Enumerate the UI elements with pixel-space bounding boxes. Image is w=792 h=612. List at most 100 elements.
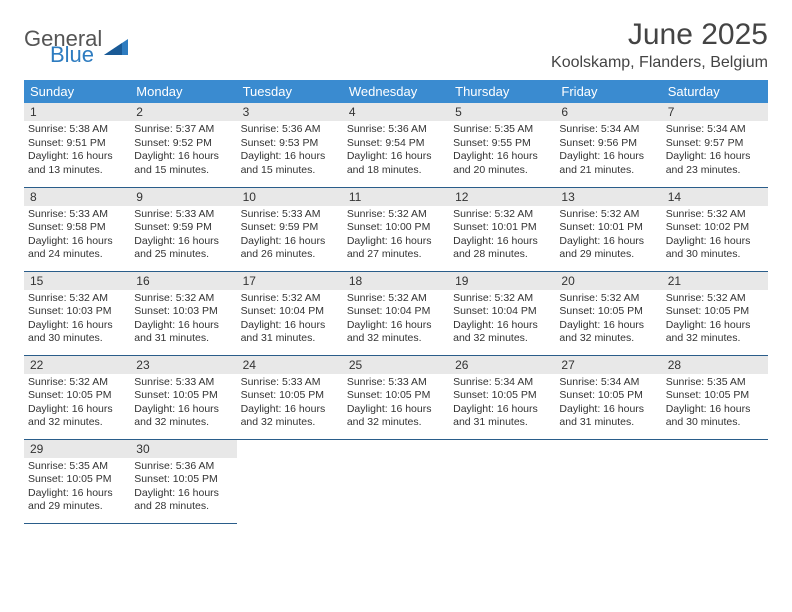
daylight-line: Daylight: 16 hours and 31 minutes. [134,319,232,346]
calendar-cell [555,439,661,523]
sunrise-line: Sunrise: 5:32 AM [347,208,445,222]
sunset-line: Sunset: 10:05 PM [134,473,232,487]
calendar-cell: 7Sunrise: 5:34 AMSunset: 9:57 PMDaylight… [662,103,768,187]
day-number: 30 [130,440,236,458]
day-number: 28 [662,356,768,374]
location: Koolskamp, Flanders, Belgium [551,54,768,72]
day-details: Sunrise: 5:33 AMSunset: 10:05 PMDaylight… [130,374,236,433]
calendar-cell: 26Sunrise: 5:34 AMSunset: 10:05 PMDaylig… [449,355,555,439]
sunset-line: Sunset: 9:56 PM [559,137,657,151]
day-details: Sunrise: 5:33 AMSunset: 9:59 PMDaylight:… [237,206,343,265]
sunrise-line: Sunrise: 5:33 AM [347,376,445,390]
sunrise-line: Sunrise: 5:33 AM [134,208,232,222]
sunrise-line: Sunrise: 5:32 AM [28,376,126,390]
calendar-cell: 23Sunrise: 5:33 AMSunset: 10:05 PMDaylig… [130,355,236,439]
calendar-cell: 6Sunrise: 5:34 AMSunset: 9:56 PMDaylight… [555,103,661,187]
daylight-line: Daylight: 16 hours and 23 minutes. [666,150,764,177]
day-details: Sunrise: 5:37 AMSunset: 9:52 PMDaylight:… [130,121,236,180]
calendar-row: 1Sunrise: 5:38 AMSunset: 9:51 PMDaylight… [24,103,768,187]
day-details: Sunrise: 5:32 AMSunset: 10:02 PMDaylight… [662,206,768,265]
sunset-line: Sunset: 9:57 PM [666,137,764,151]
day-details: Sunrise: 5:36 AMSunset: 9:53 PMDaylight:… [237,121,343,180]
day-number: 6 [555,103,661,121]
day-details: Sunrise: 5:34 AMSunset: 10:05 PMDaylight… [555,374,661,433]
daylight-line: Daylight: 16 hours and 30 minutes. [28,319,126,346]
sunset-line: Sunset: 9:58 PM [28,221,126,235]
sunset-line: Sunset: 9:59 PM [134,221,232,235]
calendar-cell: 11Sunrise: 5:32 AMSunset: 10:00 PMDaylig… [343,187,449,271]
sunset-line: Sunset: 10:05 PM [666,305,764,319]
calendar-cell: 14Sunrise: 5:32 AMSunset: 10:02 PMDaylig… [662,187,768,271]
day-details: Sunrise: 5:35 AMSunset: 10:05 PMDaylight… [24,458,130,517]
day-details: Sunrise: 5:38 AMSunset: 9:51 PMDaylight:… [24,121,130,180]
calendar-row: 22Sunrise: 5:32 AMSunset: 10:05 PMDaylig… [24,355,768,439]
sunrise-line: Sunrise: 5:36 AM [134,460,232,474]
sunset-line: Sunset: 10:04 PM [241,305,339,319]
day-details: Sunrise: 5:32 AMSunset: 10:05 PMDaylight… [24,374,130,433]
daylight-line: Daylight: 16 hours and 30 minutes. [666,235,764,262]
sunrise-line: Sunrise: 5:32 AM [666,208,764,222]
day-details: Sunrise: 5:32 AMSunset: 10:01 PMDaylight… [555,206,661,265]
daylight-line: Daylight: 16 hours and 28 minutes. [134,487,232,514]
day-number: 27 [555,356,661,374]
header: General Blue June 2025 Koolskamp, Flande… [24,18,768,72]
sunset-line: Sunset: 10:05 PM [134,389,232,403]
sunset-line: Sunset: 10:05 PM [28,473,126,487]
day-details: Sunrise: 5:33 AMSunset: 10:05 PMDaylight… [343,374,449,433]
day-details: Sunrise: 5:36 AMSunset: 9:54 PMDaylight:… [343,121,449,180]
day-number: 20 [555,272,661,290]
day-details: Sunrise: 5:33 AMSunset: 9:58 PMDaylight:… [24,206,130,265]
sunrise-line: Sunrise: 5:35 AM [453,123,551,137]
daylight-line: Daylight: 16 hours and 29 minutes. [28,487,126,514]
sunset-line: Sunset: 9:53 PM [241,137,339,151]
day-details: Sunrise: 5:32 AMSunset: 10:04 PMDaylight… [237,290,343,349]
logo-text: General Blue [24,28,102,66]
calendar-cell: 3Sunrise: 5:36 AMSunset: 9:53 PMDaylight… [237,103,343,187]
day-number: 10 [237,188,343,206]
sunset-line: Sunset: 10:04 PM [453,305,551,319]
calendar-cell [662,439,768,523]
daylight-line: Daylight: 16 hours and 31 minutes. [453,403,551,430]
calendar-cell [343,439,449,523]
day-number: 15 [24,272,130,290]
sunrise-line: Sunrise: 5:32 AM [28,292,126,306]
daylight-line: Daylight: 16 hours and 20 minutes. [453,150,551,177]
sunset-line: Sunset: 9:51 PM [28,137,126,151]
sunset-line: Sunset: 10:01 PM [453,221,551,235]
day-number: 23 [130,356,236,374]
day-number: 25 [343,356,449,374]
day-number: 21 [662,272,768,290]
sunrise-line: Sunrise: 5:36 AM [241,123,339,137]
calendar-row: 15Sunrise: 5:32 AMSunset: 10:03 PMDaylig… [24,271,768,355]
day-details: Sunrise: 5:36 AMSunset: 10:05 PMDaylight… [130,458,236,517]
logo-triangle-icon [104,35,128,60]
sunrise-line: Sunrise: 5:33 AM [241,376,339,390]
day-details: Sunrise: 5:35 AMSunset: 10:05 PMDaylight… [662,374,768,433]
sunset-line: Sunset: 10:05 PM [559,389,657,403]
sunset-line: Sunset: 10:04 PM [347,305,445,319]
daylight-line: Daylight: 16 hours and 31 minutes. [241,319,339,346]
day-number: 22 [24,356,130,374]
day-number: 14 [662,188,768,206]
daylight-line: Daylight: 16 hours and 32 minutes. [666,319,764,346]
day-number: 29 [24,440,130,458]
daylight-line: Daylight: 16 hours and 32 minutes. [347,403,445,430]
day-details: Sunrise: 5:32 AMSunset: 10:01 PMDaylight… [449,206,555,265]
calendar-cell: 22Sunrise: 5:32 AMSunset: 10:05 PMDaylig… [24,355,130,439]
day-number: 4 [343,103,449,121]
calendar-table: SundayMondayTuesdayWednesdayThursdayFrid… [24,80,768,524]
daylight-line: Daylight: 16 hours and 32 minutes. [28,403,126,430]
day-number: 3 [237,103,343,121]
daylight-line: Daylight: 16 hours and 24 minutes. [28,235,126,262]
day-number: 9 [130,188,236,206]
day-details: Sunrise: 5:33 AMSunset: 9:59 PMDaylight:… [130,206,236,265]
sunrise-line: Sunrise: 5:34 AM [666,123,764,137]
sunset-line: Sunset: 10:03 PM [28,305,126,319]
calendar-cell: 29Sunrise: 5:35 AMSunset: 10:05 PMDaylig… [24,439,130,523]
daylight-line: Daylight: 16 hours and 32 minutes. [347,319,445,346]
day-number: 2 [130,103,236,121]
sunrise-line: Sunrise: 5:32 AM [134,292,232,306]
daylight-line: Daylight: 16 hours and 15 minutes. [241,150,339,177]
weekday-header: Saturday [662,80,768,103]
calendar-cell: 19Sunrise: 5:32 AMSunset: 10:04 PMDaylig… [449,271,555,355]
